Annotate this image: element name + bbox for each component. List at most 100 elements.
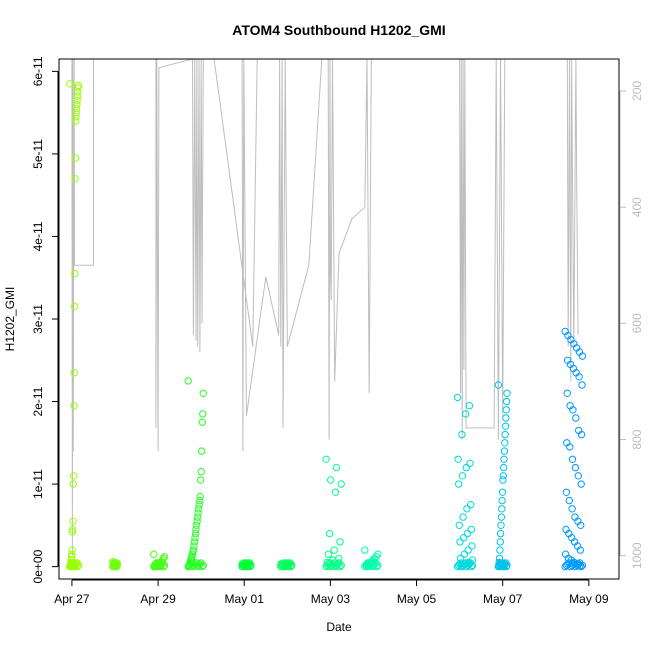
data-point [453,393,462,402]
data-point [199,561,208,570]
data-point [331,488,340,496]
data-point [190,538,199,546]
data-point [71,269,79,278]
data-point [335,559,343,567]
y-tick-label: 4e-11 [31,221,45,251]
data-point [503,561,511,570]
data-point [195,561,203,570]
data-point [502,397,511,406]
data-point [68,550,76,558]
data-point [198,418,207,426]
data-point [72,113,80,121]
data-point [73,96,81,105]
data-point [578,352,587,360]
data-point [458,430,466,439]
data-point [199,389,208,397]
pressure-trace-layer [71,58,579,556]
data-point [193,513,202,521]
secondary-tick-label: 600 [630,313,644,333]
secondary-tick-label: 1000 [630,542,644,569]
x-tick-label: Apr 27 [54,592,90,606]
data-point [569,406,577,414]
data-point [466,459,474,468]
data-point [495,554,504,563]
data-point [566,443,574,451]
data-point [463,505,471,513]
data-point [72,109,81,117]
secondary-tick-label: 400 [630,197,644,217]
secondary-tick-label: 800 [630,429,644,449]
data-point [197,476,205,484]
data-point [468,542,476,550]
data-point [72,117,80,125]
data-point [192,521,201,529]
data-point [503,389,511,397]
data-point [459,513,467,521]
data-point [572,414,580,422]
data-point [461,410,470,418]
data-point [327,476,335,484]
data-point [455,521,463,529]
y-axis-label: H1202_GMI [3,287,17,352]
data-point [500,455,508,463]
data-point [197,468,205,476]
data-point [466,559,474,567]
data-point [160,562,168,571]
data-point [460,534,468,542]
data-point [562,488,571,496]
data-point [194,505,203,513]
data-point [578,561,587,570]
data-point [361,546,369,554]
data-point [465,560,473,568]
data-point [496,529,505,538]
data-point [113,561,121,570]
x-tick-label: May 03 [311,592,351,606]
data-point [198,562,206,571]
data-point [575,373,583,381]
data-point [72,104,81,113]
x-tick-label: May 05 [397,592,437,606]
x-tick-label: Apr 29 [140,592,176,606]
y-tick-label: 1e-11 [31,469,45,499]
data-point [73,100,81,109]
data-point [70,302,79,311]
data-point [160,561,169,570]
data-point [69,472,78,480]
data-point [196,496,204,505]
data-point [574,472,582,480]
data-point [194,509,202,517]
y-tick-label: 3e-11 [31,304,45,334]
data-point [246,562,254,571]
data-point [468,561,477,570]
data-point [71,175,79,183]
data-point [69,525,77,534]
plot-frame [58,58,620,580]
data-point [188,559,196,567]
data-point [501,422,510,430]
data-point [247,561,255,570]
data-point [458,472,467,480]
data-point [499,472,507,480]
y-tick-label: 0e+00 [31,549,45,583]
data-point [460,550,469,558]
data-point [68,528,77,536]
secondary-y-axis: 200 400 600 800 1000 [619,81,644,569]
data-point [462,463,470,472]
data-point [563,389,571,397]
data-point [501,430,509,439]
data-point [197,559,205,567]
data-point [467,501,475,509]
data-point [467,525,475,534]
data-point [330,559,338,567]
data-point [502,562,510,571]
data-point [565,496,573,505]
data-point [455,480,463,488]
data-point [337,480,345,488]
data-point [332,561,341,570]
data-point [325,559,334,567]
data-point [192,559,201,567]
data-point [461,559,470,567]
data-point [336,538,344,546]
y-tick-label: 6e-11 [31,56,45,86]
